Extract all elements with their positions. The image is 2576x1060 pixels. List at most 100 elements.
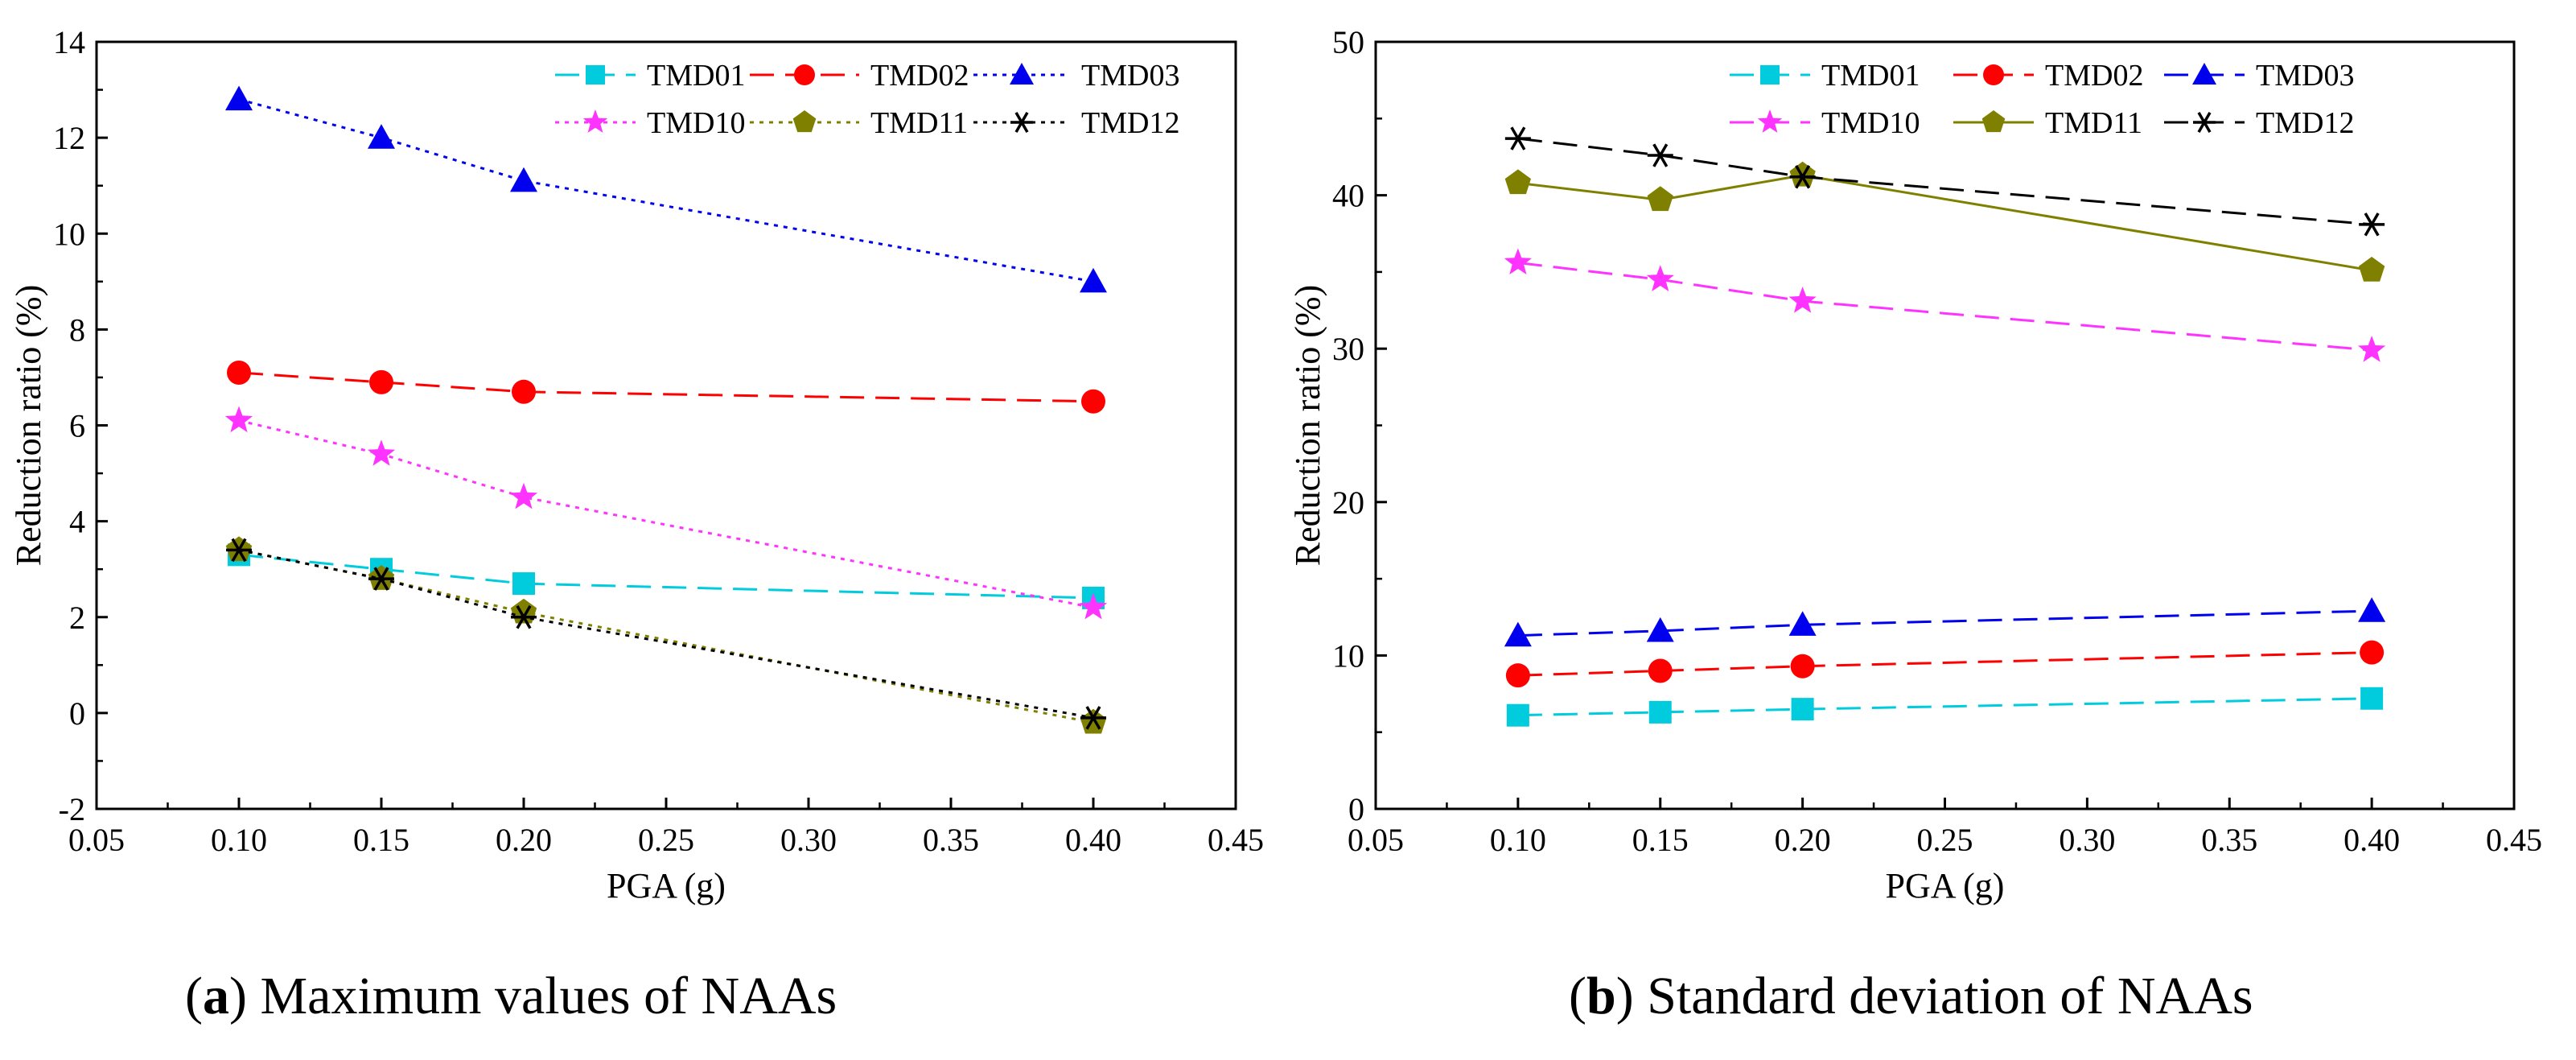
legend-label: TMD03: [1081, 59, 1179, 93]
data-point-tmd10: [224, 406, 253, 433]
data-point-tmd10: [509, 482, 538, 509]
legend-label: TMD11: [2045, 106, 2142, 140]
caption-a: (a) Maximum values of NAAs: [185, 967, 837, 1025]
x-tick-label: 0.30: [780, 822, 837, 858]
series-tmd03: [1504, 597, 2386, 647]
series-line-tmd10: [1517, 262, 2372, 352]
caption-b: (b) Standard deviation of NAAs: [1569, 967, 2253, 1025]
legend-marker: [2193, 112, 2216, 133]
data-point-tmd10: [1079, 592, 1108, 620]
data-point-tmd02: [1790, 654, 1815, 678]
chart-panel-a: 0.05 0.10 0.15 0.20 0.25 0.30 0.35 0.40 0.45 -2 0 2…: [9, 24, 1264, 905]
data-point-tmd12: [368, 567, 394, 591]
data-point-tmd03: [1080, 267, 1107, 293]
data-point-tmd12: [511, 605, 537, 629]
y-tick-label: 4: [69, 504, 85, 540]
series-tmd01: [228, 543, 1105, 609]
data-point-tmd02: [227, 360, 251, 385]
series-tmd12: [226, 538, 1106, 730]
chart-panel-b: 0.05 0.10 0.15 0.20 0.25 0.30 0.35 0.40 0.45 0 10 2…: [1288, 24, 2542, 905]
legend-item-tmd11: TMD11: [1953, 106, 2142, 140]
legend-label: TMD11: [870, 106, 968, 140]
data-point-tmd12: [1080, 706, 1106, 730]
data-point-tmd10: [1504, 248, 1532, 274]
y-tick-label: 10: [1332, 637, 1364, 674]
legend-marker: [2192, 63, 2216, 85]
data-point-tmd12: [1789, 164, 1816, 189]
series-tmd02: [1505, 640, 2385, 688]
y-tick-label: 8: [69, 311, 85, 348]
data-point-tmd03: [1504, 621, 1532, 647]
data-point-tmd12-stroke: [1795, 164, 1811, 189]
legend-item-tmd10: TMD10: [1730, 106, 1920, 140]
legend-marker: [1010, 63, 1034, 85]
series-tmd03: [225, 85, 1107, 293]
y-tick-label: 12: [53, 120, 85, 156]
data-point-tmd12-stroke: [516, 605, 532, 629]
caption-a-text: Maximum values of NAAs: [260, 967, 837, 1025]
legend-item-tmd02: TMD02: [750, 59, 969, 93]
data-point-tmd12-stroke: [373, 567, 389, 591]
data-point-tmd01: [1791, 698, 1814, 721]
x-tick-label: 0.25: [1917, 822, 1973, 858]
legend-marker: [1760, 65, 1780, 85]
legend-label: TMD12: [1081, 106, 1179, 140]
series-tmd10: [1504, 248, 2386, 362]
series-line-tmd01: [238, 553, 1094, 600]
x-tick-label: 0.15: [353, 822, 409, 858]
y-tick-label: 14: [53, 24, 85, 60]
plot-frame: [95, 40, 1237, 810]
caption-b-text: Standard deviation of NAAs: [1647, 967, 2253, 1025]
legend-label: TMD10: [1821, 106, 1920, 140]
series-tmd10: [224, 406, 1108, 620]
legend-marker: [1757, 109, 1783, 133]
legend-item-tmd12: TMD12: [2164, 106, 2354, 140]
series-line-tmd12: [238, 548, 1094, 720]
data-point-tmd01: [1648, 700, 1672, 724]
caption-b-letter: b: [1586, 967, 1616, 1025]
x-tick-label: 0.20: [496, 822, 552, 858]
series-line-tmd11: [1517, 174, 2372, 272]
legend-marker-stroke: [2197, 112, 2212, 133]
legend-marker: [794, 64, 815, 85]
data-point-tmd03: [1646, 617, 1674, 642]
data-point-tmd03: [225, 85, 253, 111]
legend-marker: [1010, 112, 1033, 133]
data-point-tmd02: [512, 379, 536, 404]
data-point-tmd02: [369, 369, 393, 394]
data-point-tmd03: [1788, 611, 1817, 636]
x-tick-label: 0.35: [923, 822, 979, 858]
y-tick-label: 20: [1332, 485, 1364, 521]
x-tick-label: 0.10: [1490, 822, 1546, 858]
y-tick-label: 50: [1332, 24, 1364, 60]
data-point-tmd01: [512, 572, 535, 596]
legend-label: TMD02: [2045, 59, 2143, 93]
legend-item-tmd12: TMD12: [973, 106, 1179, 140]
legend-item-tmd02: TMD02: [1953, 59, 2143, 93]
legend-item-tmd03: TMD03: [973, 59, 1179, 93]
x-tick-label: 0.35: [2201, 822, 2257, 858]
data-point-tmd03: [2358, 597, 2386, 622]
data-point-tmd01: [2360, 687, 2384, 710]
legend-marker: [792, 110, 817, 133]
y-tick-label: 40: [1332, 178, 1364, 214]
legend-marker: [1981, 110, 2006, 133]
data-point-tmd12-stroke: [2364, 212, 2380, 237]
data-point-tmd02: [2360, 640, 2385, 665]
x-tick-label: 0.45: [2486, 822, 2542, 858]
x-tick-label: 0.40: [2344, 822, 2400, 858]
legend-marker: [586, 65, 605, 85]
caption-a-letter: a: [202, 967, 229, 1025]
data-point-tmd10: [2358, 336, 2386, 362]
legend-marker: [582, 109, 608, 133]
x-tick-label: 0.15: [1632, 822, 1689, 858]
legend-label: TMD02: [870, 59, 969, 93]
x-tick-label: 0.10: [211, 822, 267, 858]
data-point-tmd12-stroke: [1652, 143, 1669, 167]
data-point-tmd11: [1504, 169, 1531, 195]
x-tick-label: 0.30: [2059, 822, 2115, 858]
data-point-tmd11: [1647, 186, 1673, 212]
legend-item-tmd10: TMD10: [555, 106, 745, 140]
legend-item-tmd01: TMD01: [1730, 59, 1920, 93]
